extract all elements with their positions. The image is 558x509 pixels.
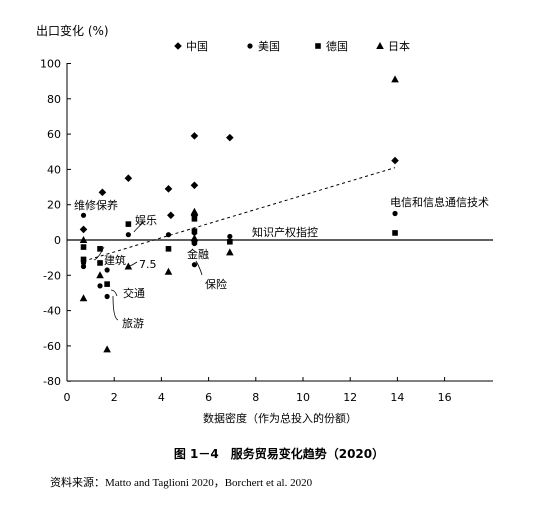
x-tick-label: 16 xyxy=(438,391,452,404)
annotation-construction: 建筑 xyxy=(104,253,126,267)
point-square xyxy=(392,230,398,236)
point-circle xyxy=(125,232,131,238)
x-tick-label: 10 xyxy=(296,391,310,404)
annotation-leaders xyxy=(93,220,203,321)
annotation-entertainment: 娱乐 xyxy=(135,213,157,227)
point-square xyxy=(227,238,233,245)
point-triangle xyxy=(190,207,199,215)
x-tick-label: 8 xyxy=(252,391,259,404)
point-diamond xyxy=(226,133,234,142)
point-circle xyxy=(227,233,233,240)
x-tick-label: 4 xyxy=(158,391,165,404)
legend-marker-circle xyxy=(247,43,253,49)
point-square xyxy=(125,221,132,227)
point-triangle xyxy=(190,234,199,242)
point-triangle xyxy=(79,294,88,302)
point-square xyxy=(165,246,172,252)
y-tick-label: 0 xyxy=(54,234,61,247)
legend-label: 美国 xyxy=(258,40,280,53)
annotation-maintenance: 维修保养 xyxy=(74,198,118,212)
annotation-7-5: 7.5 xyxy=(139,258,157,271)
point-circle xyxy=(104,267,110,273)
point-square xyxy=(191,216,198,222)
point-circle xyxy=(104,293,110,300)
point-circle xyxy=(191,262,198,268)
point-circle xyxy=(80,263,87,270)
source-refs: Matto and Taglioni 2020，Borchert et al. … xyxy=(105,477,313,489)
figure-caption: 图 1－4 服务贸易变化趋势（2020） xyxy=(173,447,385,461)
point-square xyxy=(80,244,87,250)
x-axis-title: 数据密度（作为总投入的份额） xyxy=(203,411,357,425)
legend-marker-square xyxy=(315,43,321,49)
scatter-chart: 出口变化 (%) 中国 美国 德国 日本 100806040200-20-40-60-… xyxy=(36,23,493,425)
y-tick-label: 40 xyxy=(47,163,61,176)
point-diamond xyxy=(391,156,399,165)
y-tick-label: 100 xyxy=(40,58,61,71)
point-diamond xyxy=(98,188,107,197)
point-triangle xyxy=(391,75,399,83)
legend-marker-triangle xyxy=(376,42,384,49)
point-square xyxy=(191,238,198,245)
annotation-ip-charges: 知识产权指控 xyxy=(252,225,318,239)
point-diamond xyxy=(190,132,199,140)
y-ticks: 100 80 60 40 20 0 -20 -40 -60 -80 xyxy=(40,58,71,388)
point-triangle xyxy=(124,262,133,270)
point-triangle xyxy=(226,248,234,256)
legend-label: 日本 xyxy=(388,39,410,53)
x-tick-label: 2 xyxy=(111,391,118,404)
source-note: 资料来源：Matto and Taglioni 2020，Borchert et… xyxy=(50,474,312,490)
point-diamond xyxy=(190,181,199,190)
y-tick-label: 60 xyxy=(47,128,61,141)
y-tick-label: 80 xyxy=(47,93,61,106)
point-diamond xyxy=(124,174,133,183)
annotation-insurance: 保险 xyxy=(205,277,227,291)
point-circle xyxy=(97,283,103,289)
source-label: 资料来源： xyxy=(50,476,105,489)
point-triangle xyxy=(164,267,173,275)
point-triangle xyxy=(103,345,111,353)
point-circle xyxy=(392,210,398,217)
point-square xyxy=(104,281,110,287)
point-circle xyxy=(80,212,87,218)
annotation-transport: 交通 xyxy=(123,286,145,300)
trendline xyxy=(83,167,396,262)
x-tick-label: 0 xyxy=(64,391,71,404)
point-square xyxy=(97,246,103,252)
x-tick-label: 14 xyxy=(390,391,404,404)
point-circle xyxy=(165,232,172,238)
point-square xyxy=(191,228,198,234)
point-square xyxy=(80,256,87,263)
legend: 中国 美国 德国 日本 xyxy=(174,39,410,53)
point-square xyxy=(97,260,103,266)
x-ticks: 0 2 4 6 8 10 12 14 16 xyxy=(64,377,452,404)
x-tick-label: 6 xyxy=(205,391,212,404)
y-tick-label: -40 xyxy=(43,305,61,318)
point-triangle xyxy=(79,236,88,243)
y-tick-label: 20 xyxy=(47,199,61,212)
data-points xyxy=(79,75,399,353)
point-diamond xyxy=(164,185,173,193)
annotation-telecom-ict: 电信和信息通信技术 xyxy=(390,195,489,209)
legend-label: 德国 xyxy=(326,39,348,53)
y-tick-label: -20 xyxy=(43,269,61,282)
point-diamond xyxy=(167,211,175,220)
point-triangle xyxy=(96,271,104,279)
legend-marker-diamond xyxy=(174,42,182,50)
annotation-travel: 旅游 xyxy=(122,316,144,330)
y-tick-label: -80 xyxy=(43,375,61,388)
x-tick-label: 12 xyxy=(343,391,357,404)
legend-label: 中国 xyxy=(186,40,208,53)
y-tick-label: -60 xyxy=(43,340,61,353)
annotation-finance: 金融 xyxy=(187,247,209,261)
point-diamond xyxy=(79,225,88,234)
y-axis-title: 出口变化 (%) xyxy=(36,23,109,38)
